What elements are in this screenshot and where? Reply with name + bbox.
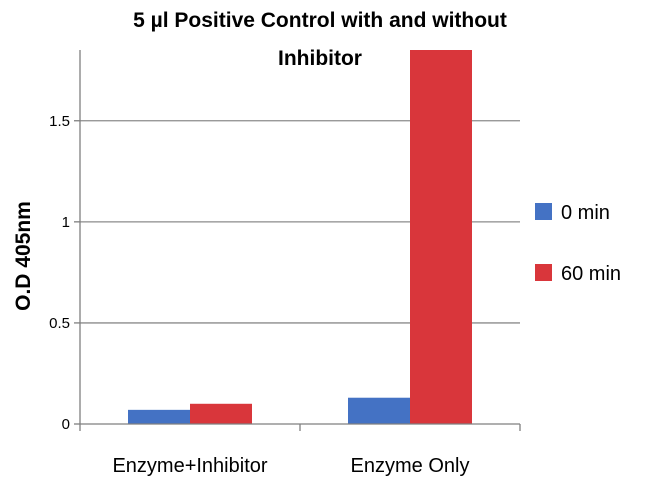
y-tick-label: 0 bbox=[62, 416, 70, 433]
chart-title-line-1: 5 µl Positive Control with and without bbox=[133, 9, 507, 32]
y-tick-label: 0.5 bbox=[49, 315, 70, 332]
legend: 0 min 60 min bbox=[535, 202, 621, 285]
x-category-label: Enzyme Only bbox=[351, 455, 470, 477]
axes bbox=[79, 50, 521, 431]
x-category-label: Enzyme+Inhibitor bbox=[112, 455, 267, 477]
y-tick-label: 1.5 bbox=[49, 113, 70, 130]
y-axis-label: O.D 405nm bbox=[12, 201, 35, 311]
legend-swatch bbox=[535, 203, 552, 220]
y-tick-label: 1 bbox=[62, 214, 70, 231]
legend-swatch bbox=[535, 264, 552, 281]
legend-label: 0 min bbox=[561, 202, 610, 224]
legend-label: 60 min bbox=[561, 263, 621, 285]
bar bbox=[190, 403, 252, 424]
y-axis-ticks: 0 0.5 1 1.5 bbox=[49, 113, 80, 433]
bar bbox=[128, 409, 190, 424]
x-axis-categories: Enzyme+Inhibitor Enzyme Only bbox=[112, 455, 469, 477]
bars bbox=[128, 50, 472, 424]
chart-title-line-2: Inhibitor bbox=[278, 47, 362, 70]
bar bbox=[348, 397, 410, 424]
bar bbox=[410, 50, 472, 424]
